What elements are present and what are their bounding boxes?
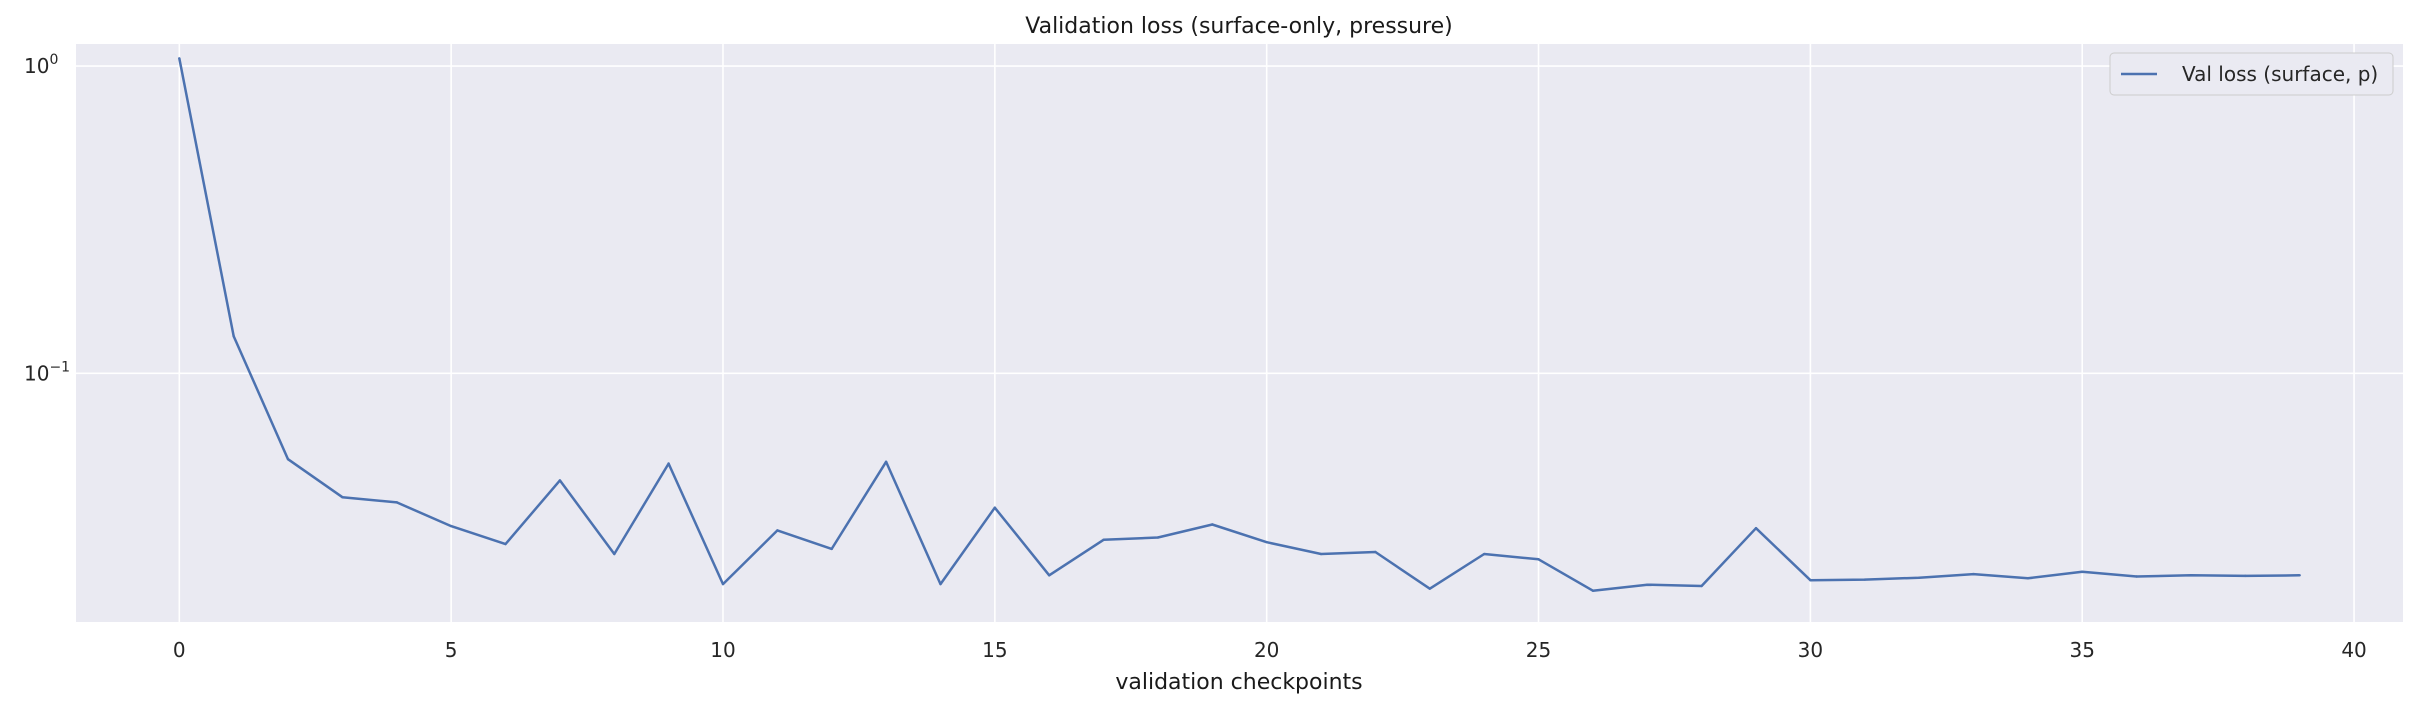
data-point (1537, 558, 1540, 561)
data-point (1917, 576, 1921, 579)
data-point (776, 529, 779, 532)
data-point (613, 552, 616, 556)
data-point (1102, 538, 1105, 542)
x-tick-label: 5 (445, 638, 458, 662)
data-point (558, 479, 562, 482)
data-point (2189, 574, 2193, 577)
x-tick-label: 25 (1526, 638, 1551, 662)
data-point (939, 582, 942, 586)
data-point (1482, 552, 1486, 556)
data-point (1048, 574, 1051, 577)
data-point (341, 495, 344, 499)
data-point (1319, 552, 1323, 556)
data-point (395, 501, 398, 504)
data-point (884, 460, 888, 464)
plot-area (76, 44, 2403, 622)
data-point (232, 335, 235, 338)
x-tick-label: 0 (173, 638, 186, 662)
legend-box (2109, 52, 2394, 96)
series-line (178, 58, 2300, 592)
data-point (1591, 589, 1595, 592)
data-point (1265, 540, 1268, 544)
x-tick-label: 10 (710, 638, 735, 662)
data-point (1211, 523, 1214, 526)
x-tick-label: 40 (2341, 638, 2366, 662)
data-point (1972, 572, 1975, 576)
chart-title: Validation loss (surface-only, pressure) (1025, 14, 1453, 39)
data-point (1428, 587, 1431, 590)
y-tick-label: 100 (24, 52, 58, 78)
x-tick-label: 20 (1254, 638, 1279, 662)
data-point (1863, 578, 1866, 581)
legend-label: Val loss (surface, p) (2182, 62, 2378, 86)
x-axis-label: validation checkpoints (1115, 670, 1362, 695)
grid (76, 44, 2403, 622)
data-point (2081, 570, 2084, 573)
data-point (504, 542, 507, 546)
data-point (1809, 579, 1812, 582)
data-point (1754, 527, 1758, 530)
data-point (178, 57, 181, 60)
data-point (2244, 574, 2247, 578)
data-point (2026, 577, 2030, 580)
data-point (1374, 550, 1377, 554)
data-point (1646, 583, 1649, 586)
legend: Val loss (surface, p) (2109, 52, 2394, 96)
y-tick-label: 10−1 (24, 359, 70, 385)
data-point (1700, 584, 1703, 588)
data-point (2135, 575, 2138, 578)
data-point (993, 506, 997, 509)
data-point (667, 462, 670, 465)
data-point (286, 458, 290, 461)
data-point (1156, 536, 1160, 539)
data-point (721, 582, 725, 586)
data-point (2298, 574, 2301, 577)
data-point (830, 547, 833, 551)
tick-labels: 0 5 10 15 20 25 30 35 40 100 10−1 (24, 52, 2367, 662)
series-layer (178, 57, 2301, 592)
x-tick-label: 15 (982, 638, 1007, 662)
x-tick-label: 30 (1798, 638, 1823, 662)
data-point (449, 524, 453, 528)
x-tick-label: 35 (2069, 638, 2094, 662)
